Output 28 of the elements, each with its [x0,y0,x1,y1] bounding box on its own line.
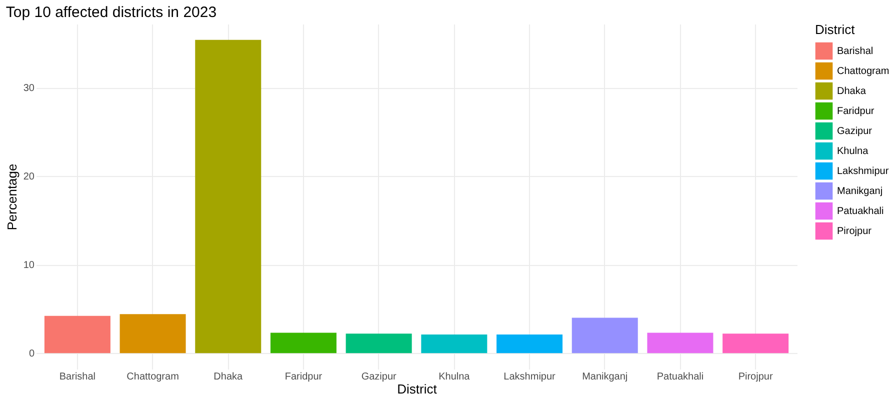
y-axis-title: Percentage [4,164,20,230]
legend-label: Barishal [837,46,874,57]
legend-label: Faridpur [837,106,875,117]
x-tick-label: Gazipur [361,372,398,382]
x-tick-label: Lakshmipur [504,372,556,382]
y-tick-label: 20 [23,172,35,183]
x-tick-label: Patuakhali [656,372,704,382]
legend-label: Manikganj [837,186,883,197]
legend-label: Patuakhali [837,206,884,217]
x-tick-label: Manikganj [582,372,628,382]
y-tick-label: 0 [28,348,35,360]
y-tick-label: 30 [23,83,35,94]
legend-label: Chattogram [837,66,890,77]
legend-label: Lakshmipur [837,166,890,177]
x-axis-title: District [397,382,438,396]
chart-title: Top 10 affected districts in 2023 [6,4,217,21]
y-tick-label: 10 [23,260,35,272]
x-tick-label: Faridpur [284,372,323,382]
legend-label: Khulna [837,146,869,157]
x-tick-label: Chattogram [126,372,179,382]
legend-label: Pirojpur [837,226,872,237]
x-tick-label: Khulna [438,372,470,382]
legend-label: Dhaka [837,86,866,97]
x-tick-label: Dhaka [214,372,244,382]
legend-label: Gazipur [837,126,873,137]
x-tick-label: Barishal [59,372,96,382]
legend-title: District [815,22,856,37]
x-tick-label: Pirojpur [738,372,774,382]
